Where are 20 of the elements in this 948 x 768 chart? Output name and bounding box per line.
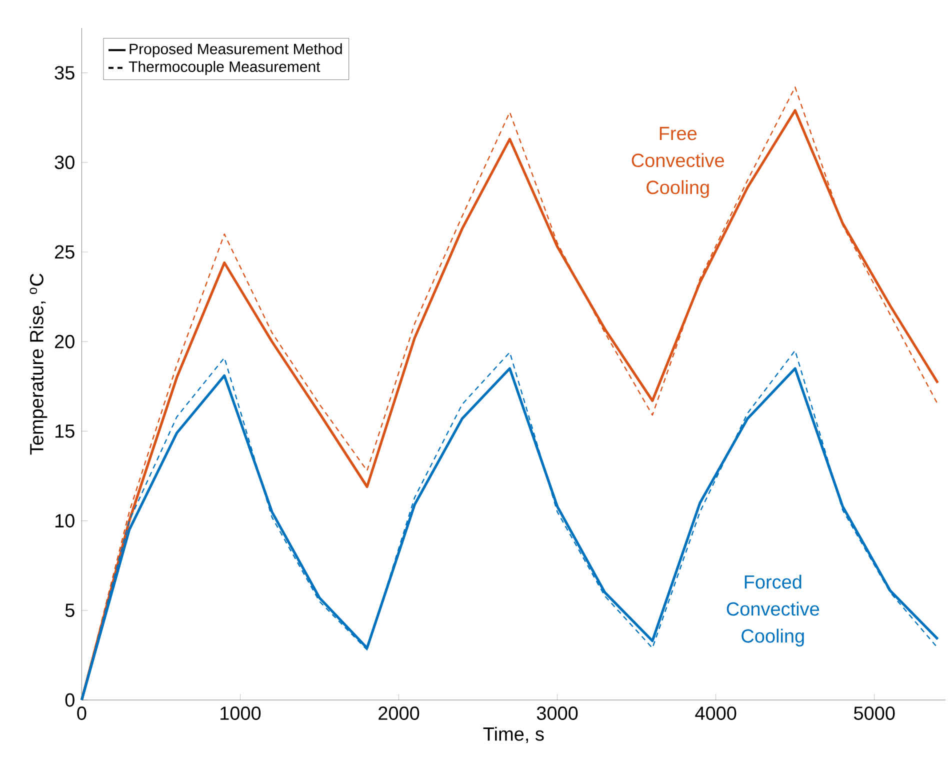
legend-label: Thermocouple Measurement (128, 60, 320, 75)
x-tick-label: 4000 (695, 706, 736, 720)
annotation: Forced Convective Cooling (726, 574, 820, 646)
legend-label: Proposed Measurement Method (130, 43, 342, 58)
x-tick-label: 3000 (536, 706, 578, 720)
y-axis-title: Temperature Rise, $^{o}$C (29, 274, 48, 455)
y-tick-label: 5 (65, 604, 74, 618)
x-tick-label: 2000 (378, 706, 420, 720)
y-tick-label: 30 (54, 156, 74, 170)
x-tick-label: 1000 (220, 706, 261, 720)
y-tick-label: 35 (54, 66, 74, 80)
annotation: Free Convective Cooling (632, 126, 724, 198)
x-tick-label: 5000 (854, 706, 895, 720)
x-axis-title: Time, s (483, 726, 544, 744)
y-tick-label: 0 (65, 693, 74, 707)
y-tick-label: 20 (55, 334, 74, 348)
y-tick-label: 10 (55, 514, 74, 528)
x-tick-label: 0 (77, 706, 86, 720)
y-tick-label: 15 (55, 424, 74, 438)
y-tick-label: 25 (55, 245, 74, 259)
